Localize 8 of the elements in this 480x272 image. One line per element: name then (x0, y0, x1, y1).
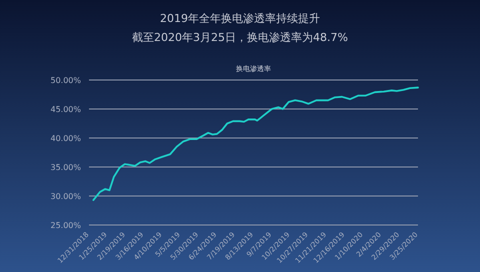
y-tick-label: 40.00% (50, 134, 82, 143)
y-tick-label: 35.00% (50, 163, 82, 172)
y-tick-label: 30.00% (50, 192, 82, 201)
y-tick-label: 25.00% (50, 221, 82, 230)
y-tick-label: 45.00% (50, 105, 82, 114)
y-tick-label: 50.00% (50, 76, 82, 85)
chart-subtitle: 截至2020年3月25日，换电渗透率为48.7% (132, 31, 348, 44)
chart-title: 2019年全年换电渗透率持续提升 (160, 12, 320, 25)
